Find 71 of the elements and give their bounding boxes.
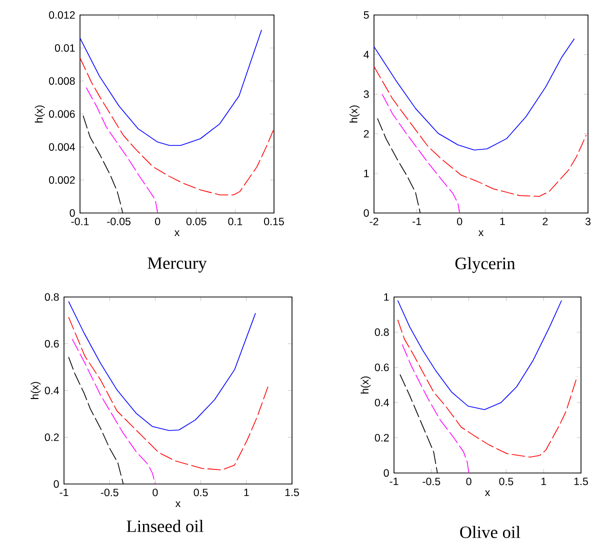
line-series <box>397 319 578 458</box>
x-tick-label: 0.05 <box>186 218 206 226</box>
y-tick-label: 0.008 <box>49 77 75 85</box>
x-tick-label: 1 <box>541 478 546 486</box>
y-tick-label: 0.2 <box>44 433 59 442</box>
x-tick-label: 2 <box>542 218 548 226</box>
x-axis-title: x <box>175 501 181 508</box>
x-tick-label: -1 <box>412 218 422 226</box>
x-tick-label: 0 <box>457 218 462 226</box>
x-tick-label: 0.5 <box>499 478 514 486</box>
y-tick-label: 0 <box>70 209 75 217</box>
y-tick-label: 1 <box>364 170 369 178</box>
y-axis-title: h(x) <box>30 382 41 399</box>
y-tick-label: 0.004 <box>49 143 75 151</box>
x-tick-label: 1.5 <box>285 488 299 496</box>
y-tick-label: 0 <box>384 469 389 477</box>
x-tick-label: -0.5 <box>100 488 118 496</box>
y-tick-label: 0.006 <box>49 110 75 118</box>
x-tick-label: -0.5 <box>422 478 440 486</box>
line-series <box>80 58 274 196</box>
x-tick-label: 0 <box>152 488 158 496</box>
x-tick-label: -2 <box>370 218 378 226</box>
x-tick-label: -1 <box>390 478 398 486</box>
y-axis-title: h(x) <box>360 376 371 394</box>
y-tick-label: 0.8 <box>374 328 389 336</box>
x-tick-label: 1 <box>500 218 505 226</box>
line-series <box>68 316 269 470</box>
x-tick-label: 0.5 <box>194 488 208 496</box>
line-series <box>402 344 470 474</box>
y-tick-label: 3 <box>364 90 369 98</box>
x-tick-label: 1 <box>244 488 249 496</box>
y-tick-label: 0.6 <box>374 364 389 372</box>
y-axis-title: h(x) <box>34 105 45 122</box>
line-series <box>68 301 256 431</box>
y-tick-label: 1 <box>384 293 389 301</box>
line-series <box>86 87 158 214</box>
y-tick-label: 0.6 <box>44 340 59 348</box>
text: Linseed oil <box>126 520 204 532</box>
y-tick-label: 2 <box>364 130 369 138</box>
line-series <box>80 29 262 146</box>
x-tick-label: 0.1 <box>228 218 242 226</box>
y-tick-label: 0.4 <box>374 398 389 406</box>
x-tick-label: 0 <box>466 478 472 486</box>
line-series <box>374 66 587 197</box>
y-tick-label: 4 <box>364 50 369 58</box>
x-tick-label: -0.05 <box>107 218 131 226</box>
x-tick-label: -0.1 <box>71 218 89 226</box>
line-series <box>72 338 156 484</box>
y-tick-label: 0.01 <box>54 44 75 52</box>
x-axis-title: x <box>478 230 484 236</box>
x-tick-label: 0 <box>155 218 160 226</box>
x-tick-label: 1.5 <box>574 478 588 486</box>
x-tick-label: 0.15 <box>264 218 284 226</box>
x-axis-title: x <box>484 490 490 496</box>
y-tick-label: 0.4 <box>44 386 59 394</box>
y-tick-label: 0 <box>364 209 369 217</box>
y-tick-label: 0.002 <box>49 176 75 184</box>
line-series <box>382 94 460 214</box>
text: Mercury <box>148 257 207 273</box>
x-axis-title: x <box>174 230 180 236</box>
y-tick-label: 0.012 <box>49 11 75 19</box>
y-tick-label: 5 <box>364 11 369 19</box>
x-tick-label: -1 <box>60 488 68 496</box>
line-series <box>374 38 575 150</box>
text: Olive oil <box>460 526 520 538</box>
x-tick-label: 3 <box>585 218 590 226</box>
y-axis-title: h(x) <box>350 105 360 122</box>
text: Glycerin <box>455 257 516 273</box>
y-tick-label: 0.2 <box>374 434 389 442</box>
y-tick-label: 0.8 <box>44 293 59 301</box>
line-series <box>397 300 562 410</box>
